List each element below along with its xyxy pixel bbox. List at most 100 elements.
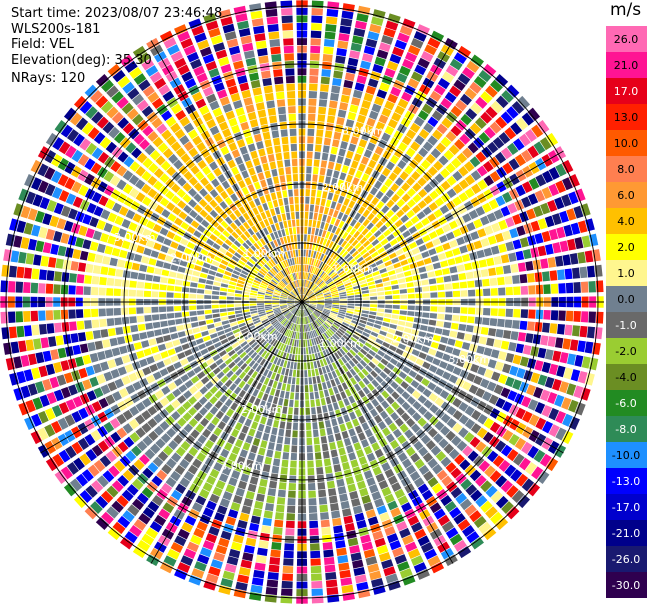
range-gate xyxy=(290,307,297,313)
range-gate xyxy=(170,489,183,501)
range-gate xyxy=(418,147,429,158)
range-gate xyxy=(257,303,265,306)
range-gate xyxy=(262,331,269,338)
range-gate xyxy=(327,161,335,170)
range-gate xyxy=(534,232,544,244)
range-gate xyxy=(197,39,210,50)
range-gate xyxy=(309,302,317,304)
range-gate xyxy=(145,65,159,77)
range-gate xyxy=(288,305,296,309)
range-gate xyxy=(352,177,360,186)
range-gate xyxy=(358,180,366,189)
range-gate xyxy=(354,512,365,522)
range-gate xyxy=(310,314,315,321)
range-gate xyxy=(286,422,292,430)
range-gate xyxy=(235,313,243,318)
range-gate xyxy=(309,300,317,302)
range-gate xyxy=(283,236,288,244)
range-gate xyxy=(274,373,280,382)
range-gate xyxy=(355,270,363,276)
range-gate xyxy=(253,344,260,351)
range-gate xyxy=(289,128,297,137)
range-gate xyxy=(92,230,102,241)
range-gate xyxy=(500,444,513,457)
range-gate xyxy=(449,58,463,71)
range-gate xyxy=(396,198,406,208)
range-gate xyxy=(389,540,402,551)
range-gate xyxy=(221,414,231,424)
range-gate xyxy=(112,521,126,535)
range-gate xyxy=(318,497,328,505)
range-gate xyxy=(147,175,158,186)
range-gate xyxy=(262,432,270,441)
range-gate xyxy=(71,149,83,163)
range-gate xyxy=(268,284,276,289)
range-gate xyxy=(276,497,286,505)
range-gate xyxy=(361,286,369,291)
range-gate xyxy=(264,303,272,305)
range-gate xyxy=(238,338,246,345)
range-gate xyxy=(181,287,190,293)
range-gate xyxy=(449,356,458,365)
range-gate xyxy=(379,410,389,420)
range-gate xyxy=(432,463,443,475)
range-gate xyxy=(225,346,233,353)
range-gate xyxy=(211,416,220,426)
range-gate xyxy=(527,107,541,121)
range-gate xyxy=(253,25,265,35)
range-gate xyxy=(304,317,306,325)
range-gate xyxy=(225,484,236,494)
range-gate xyxy=(149,231,159,241)
range-gate xyxy=(370,226,378,234)
range-gate xyxy=(423,339,432,347)
range-gate xyxy=(407,515,420,526)
range-gate xyxy=(253,319,261,325)
range-gate xyxy=(331,273,338,279)
range-gate xyxy=(146,356,155,365)
range-gate xyxy=(353,285,361,290)
range-gate xyxy=(179,116,191,127)
range-gate xyxy=(427,326,436,333)
range-gate xyxy=(316,278,322,285)
colorbar-tick-label: -26.0 xyxy=(612,553,640,566)
range-gate xyxy=(284,328,289,336)
range-gate xyxy=(307,452,314,461)
range-gate xyxy=(65,193,77,205)
range-gate xyxy=(25,253,35,265)
range-gate xyxy=(255,555,267,564)
range-gate xyxy=(322,382,328,390)
range-gate xyxy=(482,431,494,443)
range-gate xyxy=(234,377,242,386)
range-gate xyxy=(199,188,208,198)
range-gate xyxy=(280,305,288,309)
range-gate xyxy=(130,271,139,280)
range-gate xyxy=(331,418,338,427)
range-gate xyxy=(274,222,280,231)
range-gate xyxy=(298,287,301,295)
range-gate xyxy=(95,517,110,531)
range-gate xyxy=(317,296,324,300)
range-gate xyxy=(309,204,315,212)
range-gate xyxy=(323,332,330,339)
range-gate xyxy=(331,225,338,234)
range-gate xyxy=(333,464,342,473)
range-gate xyxy=(465,484,478,496)
range-gate xyxy=(107,359,117,369)
range-gate xyxy=(24,174,36,188)
range-gate xyxy=(238,322,246,328)
range-gate xyxy=(490,511,503,525)
range-gate xyxy=(202,86,214,97)
range-gate xyxy=(363,124,373,134)
range-gate xyxy=(361,541,374,551)
range-gate xyxy=(474,117,487,130)
range-gate xyxy=(310,45,321,54)
range-gate xyxy=(409,262,418,269)
range-gate xyxy=(148,430,159,442)
range-gate xyxy=(123,436,135,448)
range-gate xyxy=(142,85,155,98)
range-gate xyxy=(249,298,257,301)
range-gate xyxy=(399,171,409,181)
range-gate xyxy=(322,312,329,317)
range-gate xyxy=(510,331,519,341)
range-gate xyxy=(146,266,155,274)
